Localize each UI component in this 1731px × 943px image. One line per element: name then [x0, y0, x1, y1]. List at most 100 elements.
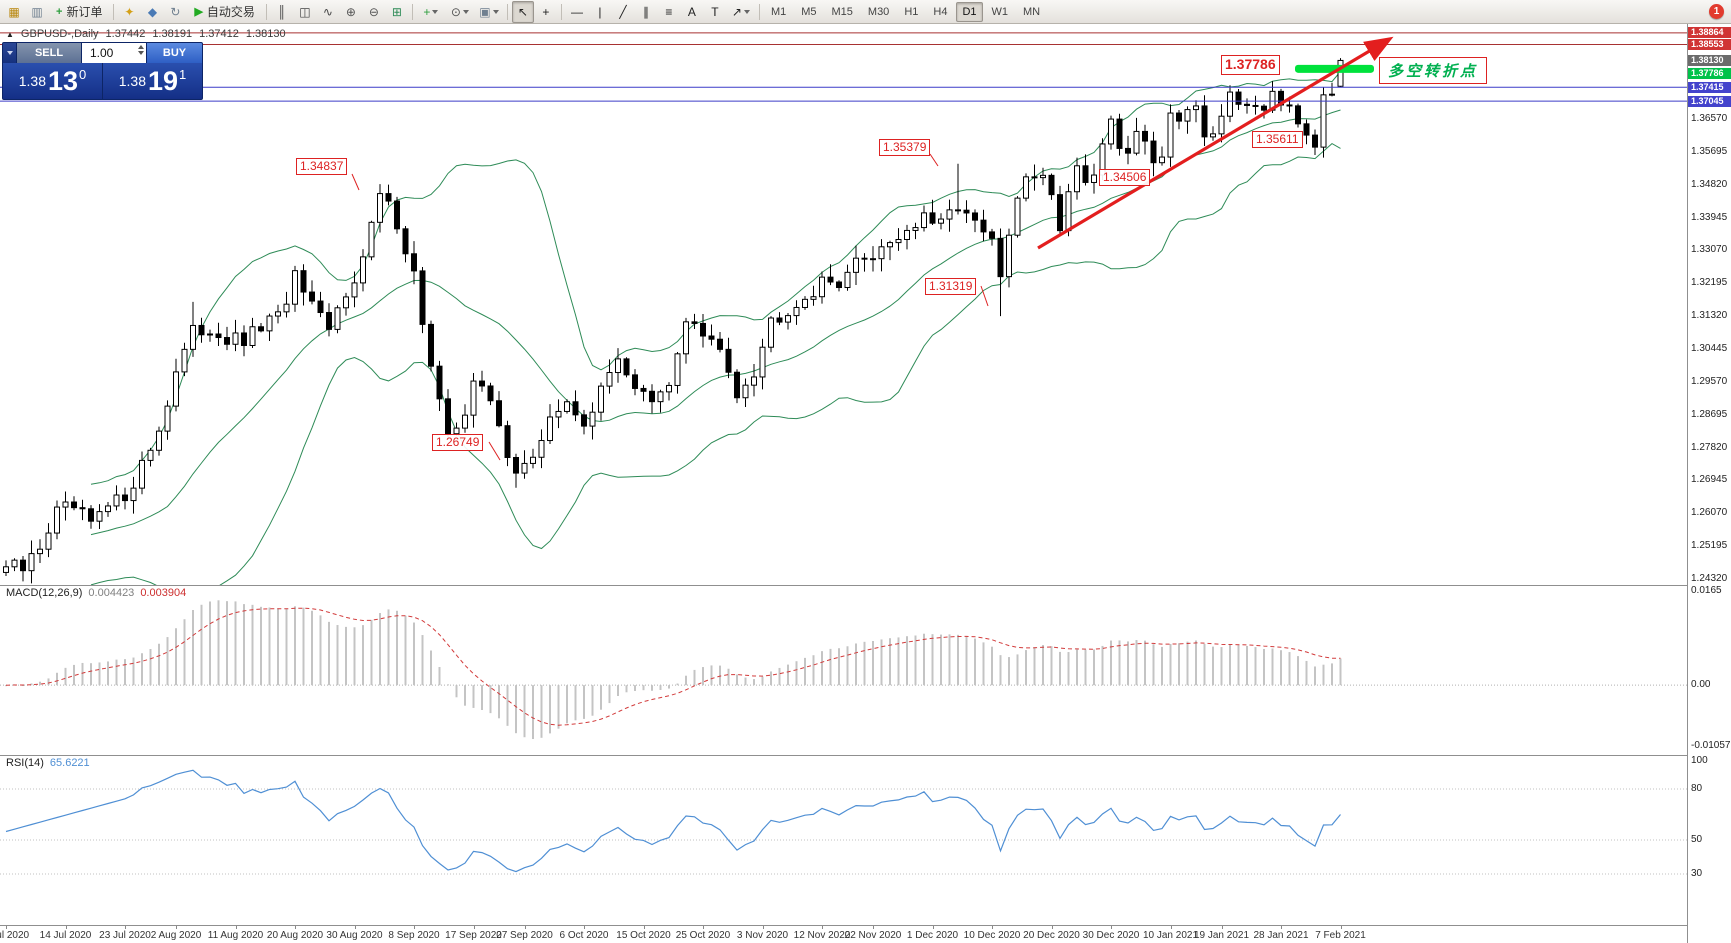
ohlc-close: 1.38130 — [245, 28, 286, 40]
annotation-leader — [929, 153, 939, 167]
equidistant-channel-icon[interactable]: ∥ — [642, 4, 649, 19]
history-center-icon[interactable]: ↻ — [170, 4, 181, 19]
shapes-button[interactable]: ↗ — [727, 1, 755, 23]
tile-windows-icon[interactable]: ⊞ — [391, 4, 402, 19]
date-tick — [1170, 926, 1172, 929]
sell-price[interactable]: 1.38 13 0 — [3, 63, 102, 99]
date-label: 15 Oct 2020 — [616, 930, 671, 941]
crosshair-icon[interactable]: + — [542, 4, 550, 19]
timeframe-d1-button[interactable]: D1 — [956, 1, 983, 22]
timeframe-h1-button[interactable]: H1 — [904, 5, 919, 18]
chevron-down-icon — [432, 9, 439, 14]
date-label: 8 Sep 2020 — [388, 930, 440, 941]
price-line-label: 1.38130 — [1688, 54, 1731, 66]
chevron-down-icon — [743, 9, 750, 14]
date-tick — [1111, 926, 1112, 929]
date-tick — [473, 926, 475, 929]
date-tick — [822, 926, 823, 929]
date-tick — [1281, 926, 1282, 929]
zoom-out-icon[interactable]: ⊖ — [368, 4, 379, 19]
date-label: 3 Nov 2020 — [736, 930, 789, 941]
indicators-button[interactable]: + — [417, 1, 445, 23]
notification-badge[interactable]: 1 — [1709, 4, 1724, 19]
step-up-icon[interactable] — [138, 45, 144, 49]
green-highlight-zone[interactable] — [1295, 64, 1374, 73]
date-tick — [295, 926, 296, 929]
macd-panel[interactable] — [0, 585, 1687, 755]
buy-price-pips: 19 — [147, 65, 179, 96]
expert-advisors-icon[interactable]: ✦ — [124, 4, 135, 19]
charts-window-icon[interactable]: ▦ — [8, 4, 20, 19]
vertical-line-icon[interactable]: | — [598, 4, 602, 19]
rsi-scale-label: 100 — [1691, 755, 1708, 766]
trade-panel-menu-button[interactable] — [3, 43, 16, 63]
price-tick-label: 1.33070 — [1691, 244, 1728, 256]
date-label: 28 Jan 2021 — [1253, 930, 1309, 941]
line-chart-icon[interactable]: ∿ — [322, 4, 333, 19]
text-icon[interactable]: A — [687, 4, 696, 19]
horizontal-line-icon[interactable]: — — [570, 4, 583, 19]
auto-trading-button-icon: ▶ — [194, 6, 203, 18]
price-tick-label: 1.27820 — [1691, 441, 1728, 453]
trendline-icon[interactable]: ╱ — [619, 4, 627, 19]
trend-arrow[interactable] — [1037, 36, 1394, 250]
rsi-scale-label: 30 — [1691, 868, 1703, 879]
bar-chart-icon[interactable]: ║ — [277, 4, 287, 19]
chevron-down-icon — [6, 51, 13, 55]
price-line-label: 1.37415 — [1688, 81, 1731, 93]
annotation-leader — [980, 285, 989, 307]
volume-stepper[interactable] — [138, 45, 144, 55]
bb-upper — [90, 71, 1341, 485]
annotation-leader — [351, 173, 360, 191]
sell-price-pips: 13 — [47, 65, 79, 96]
timeframe-m30-button[interactable]: M30 — [867, 5, 890, 18]
zoom-in-icon[interactable]: ⊕ — [345, 4, 356, 19]
new-order-button[interactable]: + 新订单 — [49, 1, 109, 23]
step-down-icon[interactable] — [138, 51, 144, 55]
horizontal-lines-layer[interactable] — [0, 32, 1687, 102]
volume-input[interactable]: 1.00 — [81, 43, 147, 63]
timeframe-mn-button[interactable]: MN — [1023, 5, 1041, 18]
candles-layer[interactable] — [3, 58, 1344, 584]
buy-price-base: 1.38 — [118, 73, 146, 89]
toolbar-separator — [411, 3, 413, 20]
timeframe-h4-button[interactable]: H4 — [933, 5, 948, 18]
buy-button[interactable]: BUY — [147, 43, 202, 63]
timeframe-m15-button[interactable]: M15 — [831, 5, 853, 18]
timeframe-m1-button[interactable]: M1 — [770, 5, 787, 18]
buy-price[interactable]: 1.38 19 1 — [103, 63, 202, 99]
timeframe-w1-button[interactable]: W1 — [991, 5, 1009, 18]
cursor-icon[interactable]: ↖ — [511, 0, 534, 23]
fibonacci-icon[interactable]: ≡ — [665, 4, 673, 19]
price-scale[interactable]: 1.38864 1.38553 1.38130 1.37786 1.37415 1.370… — [1687, 24, 1731, 943]
text-label-icon[interactable]: T — [711, 4, 719, 19]
annotation-leader — [488, 441, 501, 461]
timeframe-m5-button[interactable]: M5 — [801, 5, 817, 18]
main-price-chart[interactable] — [0, 24, 1687, 585]
macd-name: MACD(12,26,9) — [6, 587, 83, 599]
templates-button[interactable]: ▣ — [475, 1, 503, 23]
macd-scale-label: 0.0165 — [1691, 584, 1722, 596]
price-tick-label: 1.26070 — [1691, 507, 1728, 519]
note-box[interactable]: 多空转折点 — [1379, 57, 1488, 84]
date-label: 10 Jan 2021 — [1142, 930, 1199, 941]
toolbar-separator — [758, 3, 760, 20]
auto-trading-button[interactable]: ▶ 自动交易 — [187, 1, 261, 23]
price-line-label: 1.38864 — [1688, 27, 1731, 39]
strategy-tester-icon[interactable]: ◆ — [147, 4, 158, 19]
rsi-scale-label: 80 — [1691, 783, 1703, 794]
candlestick-chart-icon[interactable]: ◫ — [299, 4, 311, 19]
date-tick — [643, 926, 645, 929]
market-watch-icon[interactable]: ▥ — [31, 4, 43, 19]
date-label: 30 Dec 2020 — [1082, 930, 1140, 941]
date-label: 14 Jul 2020 — [39, 930, 92, 941]
macd-label: MACD(12,26,9) 0.004423 0.003904 — [6, 587, 186, 599]
rsi-panel[interactable] — [0, 755, 1687, 925]
date-label: 7 Feb 2021 — [1315, 930, 1366, 941]
periods-button[interactable]: ⊙ — [446, 1, 474, 23]
sell-button[interactable]: SELL — [16, 43, 81, 63]
price-tick-label: 1.29570 — [1691, 375, 1728, 387]
macd-scale-label: 0.00 — [1691, 679, 1711, 691]
